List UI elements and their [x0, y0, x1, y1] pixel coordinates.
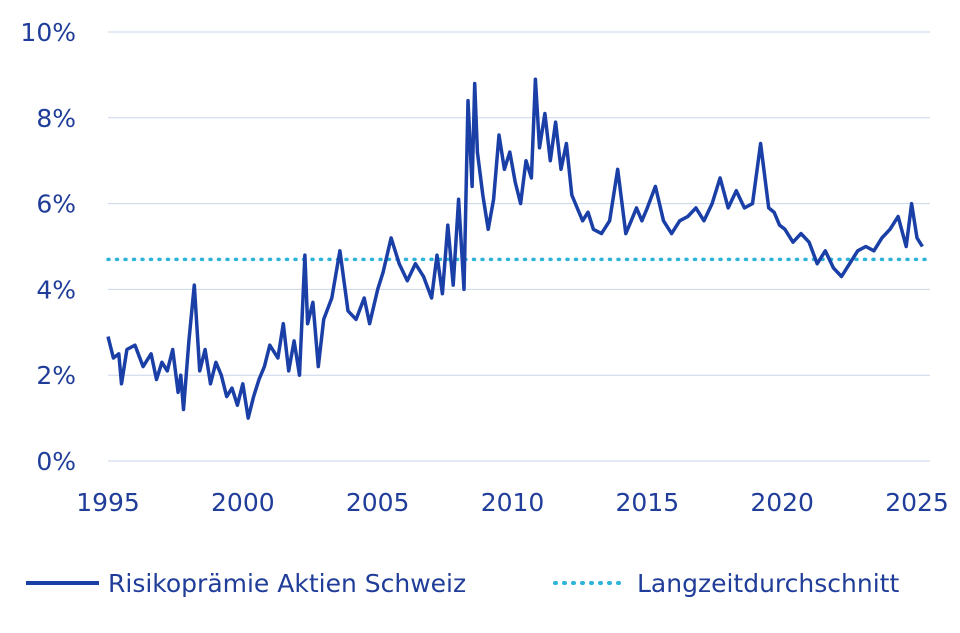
x-tick-label: 2025 — [885, 488, 949, 517]
y-tick-label: 6% — [36, 190, 76, 219]
x-tick-label: 2005 — [346, 488, 410, 517]
y-tick-label: 2% — [36, 361, 76, 390]
x-tick-label: 2000 — [211, 488, 275, 517]
y-tick-label: 10% — [20, 18, 76, 47]
x-tick-label: 2020 — [750, 488, 814, 517]
x-tick-label: 1995 — [76, 488, 140, 517]
x-tick-label: 2010 — [481, 488, 545, 517]
y-tick-label: 8% — [36, 104, 76, 133]
y-tick-label: 0% — [36, 447, 76, 476]
series-layer — [106, 77, 927, 420]
legend-label-langzeitdurchschnitt: Langzeitdurchschnitt — [637, 569, 899, 598]
legend-label-risikopraemie: Risikoprämie Aktien Schweiz — [108, 569, 466, 598]
series-line-risikopraemie — [106, 77, 924, 420]
y-tick-label: 4% — [36, 275, 76, 304]
legend: Risikoprämie Aktien Schweiz Langzeitdurch… — [26, 569, 899, 598]
gridlines — [108, 31, 930, 462]
y-axis-ticks: 0% 2% 4% 6% 8% 10% — [20, 18, 76, 476]
x-tick-label: 2015 — [616, 488, 680, 517]
x-axis-ticks: 1995 2000 2005 2010 2015 2020 2025 — [76, 488, 949, 517]
